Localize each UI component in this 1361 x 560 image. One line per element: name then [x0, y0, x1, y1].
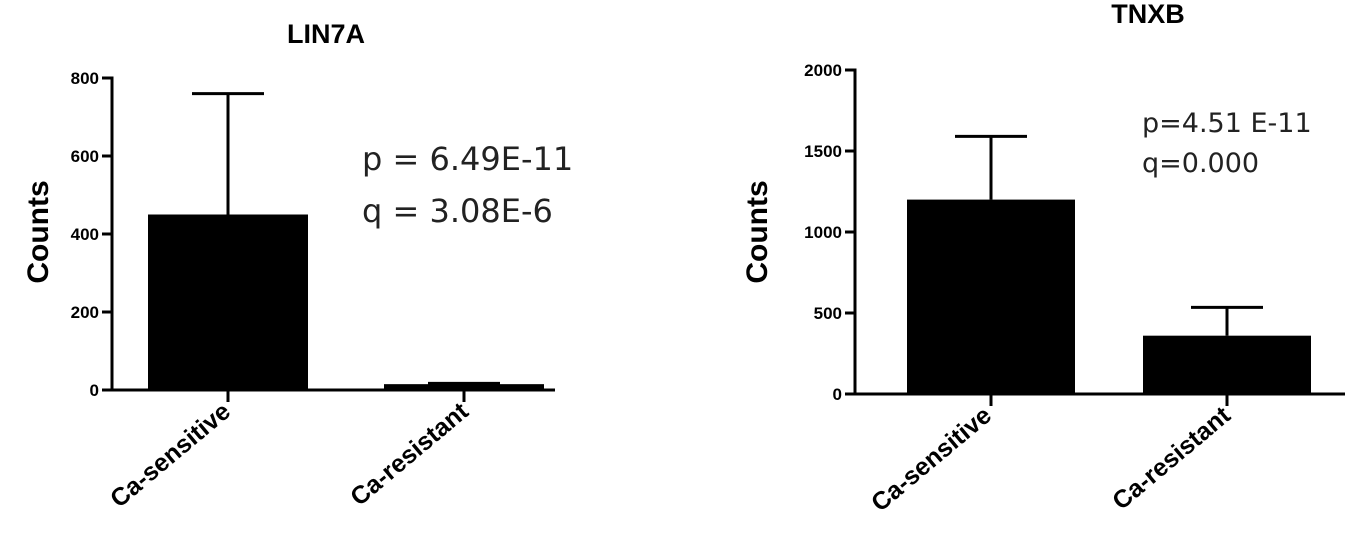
- y-tick-label: 500: [814, 304, 842, 323]
- bar: [1143, 335, 1311, 394]
- y-tick-label: 400: [71, 225, 99, 244]
- x-tick-label: Ca-resistant: [1107, 401, 1236, 516]
- y-tick-label: 0: [90, 381, 99, 400]
- p-value-annotation: p=4.51 E-11: [1142, 108, 1312, 139]
- bars: [148, 92, 544, 390]
- x-tick-label: Ca-resistant: [345, 397, 474, 512]
- y-tick-label: 1000: [804, 223, 842, 242]
- y-tick-label: 600: [71, 147, 99, 166]
- q-value-annotation: q=0.000: [1142, 148, 1259, 179]
- x-tick-label: Ca-sensitive: [105, 397, 236, 513]
- chart-title: LIN7A: [287, 19, 365, 49]
- y-tick-label: 200: [71, 303, 99, 322]
- bar: [384, 384, 544, 390]
- y-axis-label: Counts: [741, 180, 774, 283]
- y-tick-label: 1500: [804, 142, 842, 161]
- bar: [907, 199, 1075, 394]
- axes: 0 200 400 600 800 Ca-sensitive Ca-resistant: [71, 69, 555, 513]
- chart-title: TNXB: [1111, 0, 1185, 29]
- bars: [907, 134, 1311, 394]
- x-tick-label: Ca-sensitive: [866, 401, 997, 517]
- chart-lin7a: LIN7A Counts 0 200 400 600 800 Ca-sensitive Ca…: [22, 19, 573, 513]
- y-tick-label: 2000: [804, 61, 842, 80]
- bar: [148, 214, 308, 390]
- chart-tnxb: TNXB Counts 0 500 1000 1500 2000 Ca-sensitive…: [741, 0, 1345, 517]
- q-value-annotation: q = 3.08E-6: [362, 192, 553, 230]
- p-value-annotation: p = 6.49E-11: [362, 140, 573, 178]
- y-axis-label: Counts: [22, 180, 55, 283]
- y-tick-label: 800: [71, 69, 99, 88]
- y-tick-label: 0: [833, 385, 842, 404]
